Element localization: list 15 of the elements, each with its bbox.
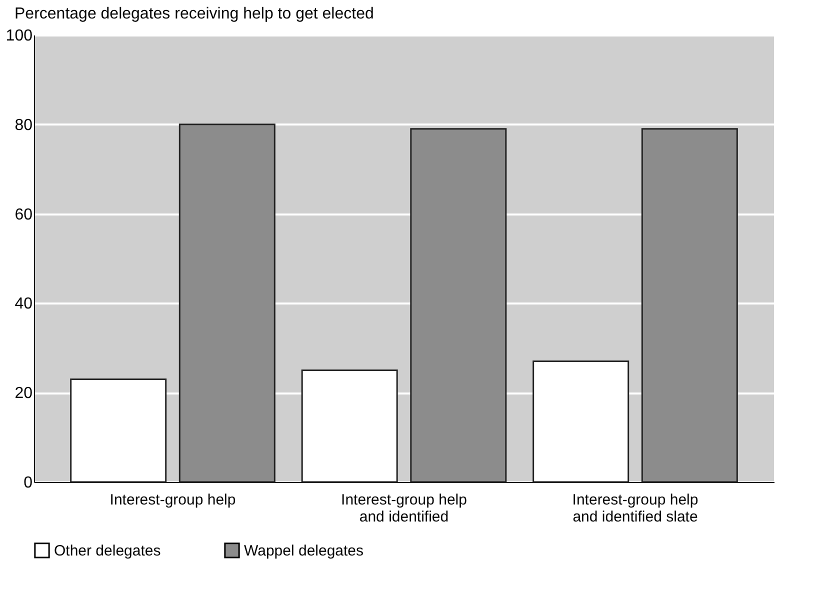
y-tick-label: 60 [14,206,33,224]
legend-label: Other delegates [54,542,161,560]
y-tick-label: 100 [6,28,33,44]
y-tick-label: 20 [14,385,33,402]
bar [410,128,507,483]
x-tick-label: Interest-group help and identified slate [572,492,698,526]
y-tick-label: 40 [14,296,33,313]
y-tick-label: 80 [14,116,33,134]
x-tick-label: Interest-group help and identified [341,492,467,526]
legend-label: Wappel delegates [244,542,364,560]
bar [178,124,276,483]
x-tick-label: Interest-group help [110,492,236,508]
y-axis-title: Percentage delegates receiving help to get elected [14,6,374,22]
bar [641,128,738,483]
y-tick-label: 0 [24,474,33,492]
